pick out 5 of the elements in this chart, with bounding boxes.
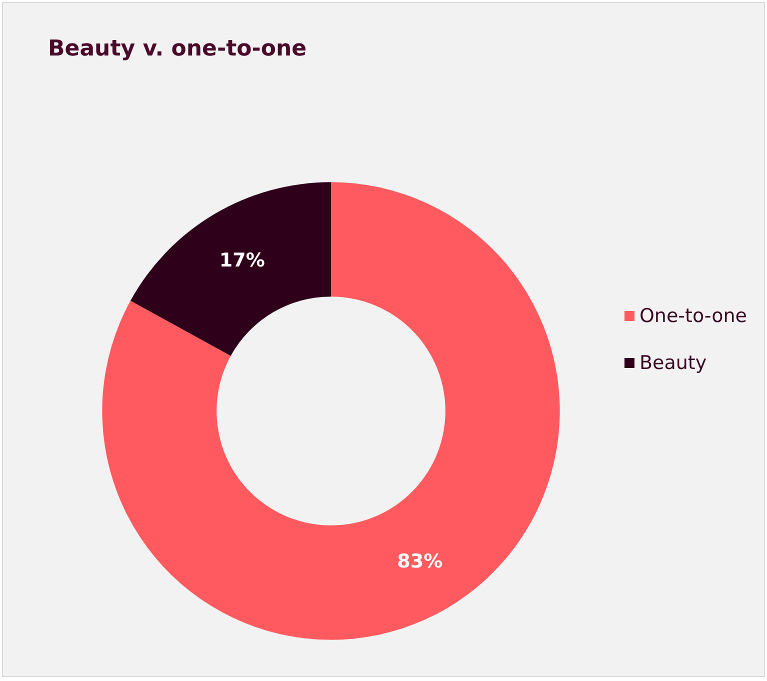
chart-title: Beauty v. one-to-one xyxy=(48,36,307,62)
data-label: 17% xyxy=(219,250,265,272)
legend-label: One-to-one xyxy=(639,305,748,327)
legend-label: Beauty xyxy=(639,352,707,374)
data-label: 83% xyxy=(397,550,443,572)
